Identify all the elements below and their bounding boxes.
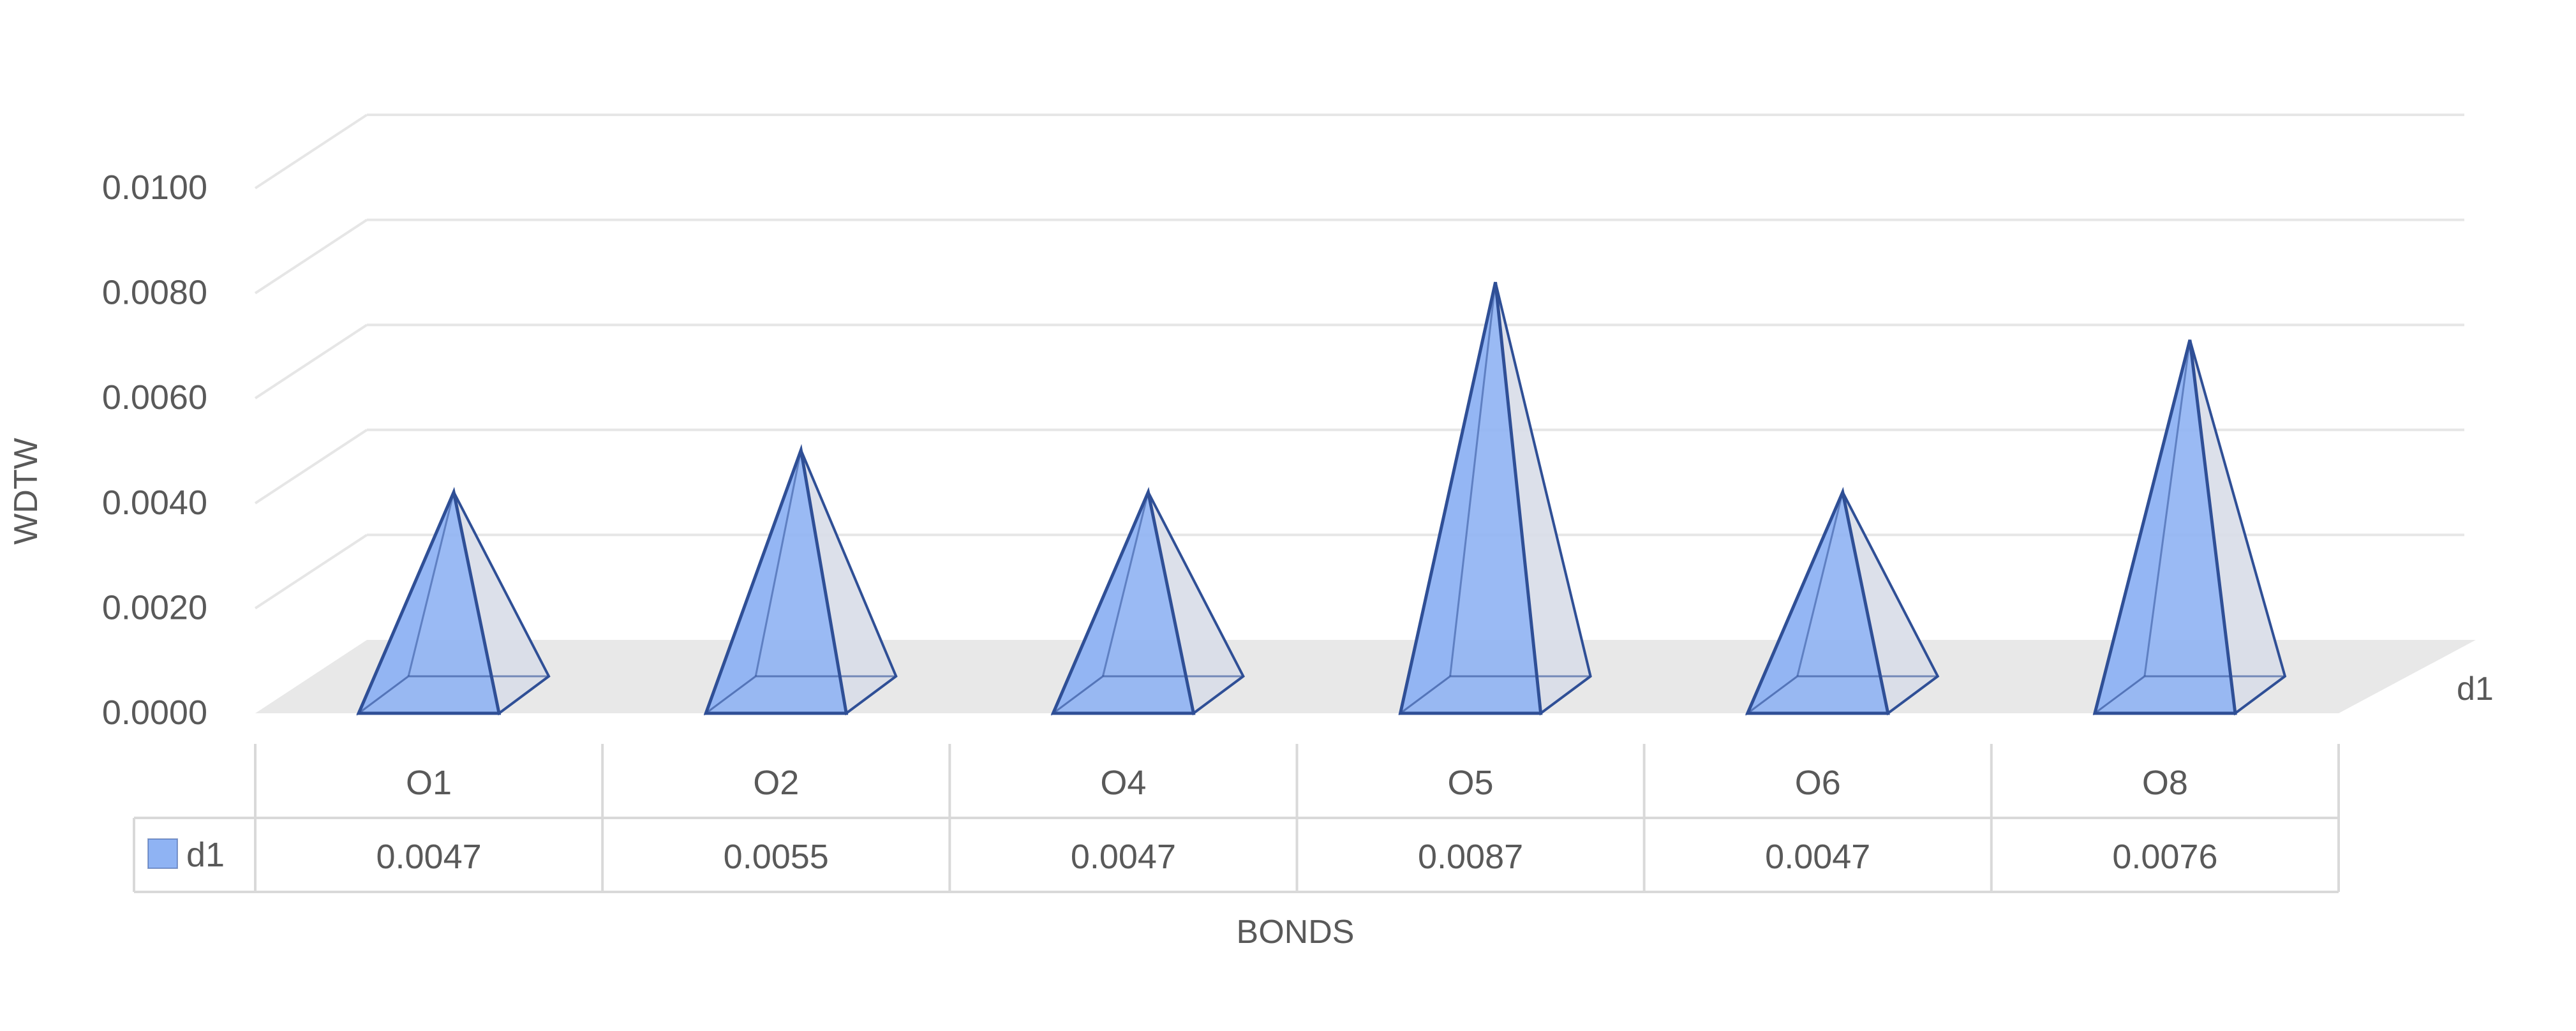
y-tick-label: 0.0000 bbox=[102, 694, 207, 732]
gridline-side bbox=[254, 114, 368, 189]
pyramid-bar bbox=[1398, 281, 1592, 716]
gridline-side bbox=[254, 323, 368, 399]
category-label: O4 bbox=[1100, 764, 1146, 802]
pyramid-inner-edge bbox=[754, 450, 802, 677]
pyramid-face-front bbox=[703, 443, 849, 715]
pyramid-face-front bbox=[1050, 487, 1196, 715]
gridline-side bbox=[254, 533, 368, 610]
data-value-label: 0.0076 bbox=[2112, 838, 2217, 876]
data-value-label: 0.0087 bbox=[1418, 838, 1523, 876]
category-label: O8 bbox=[2142, 764, 2188, 802]
data-value-label: 0.0047 bbox=[1765, 838, 1870, 876]
pyramid-bar bbox=[1050, 487, 1245, 716]
grid-layer bbox=[254, 114, 2464, 610]
legend-swatch bbox=[147, 838, 178, 869]
data-value-label: 0.0047 bbox=[376, 838, 481, 876]
gridline-side bbox=[254, 429, 368, 505]
depth-axis-label: d1 bbox=[2457, 671, 2494, 708]
pyramid-inner-edge bbox=[407, 492, 455, 677]
pyramid-bar bbox=[356, 487, 551, 716]
pyramid-bar bbox=[1745, 487, 1940, 716]
category-label: O1 bbox=[406, 764, 452, 802]
category-label: O2 bbox=[753, 764, 799, 802]
y-tick-label: 0.0080 bbox=[102, 274, 207, 312]
y-tick-label: 0.0040 bbox=[102, 484, 207, 522]
category-label: O6 bbox=[1795, 764, 1841, 802]
pyramid-inner-edge bbox=[1101, 492, 1149, 677]
y-tick-label: 0.0020 bbox=[102, 588, 207, 627]
data-value-label: 0.0047 bbox=[1071, 838, 1176, 876]
data-value-label: 0.0055 bbox=[724, 838, 829, 876]
bars-layer bbox=[356, 281, 2287, 716]
pyramid-inner-edge bbox=[2143, 339, 2191, 677]
y-tick-label: 0.0100 bbox=[102, 168, 207, 207]
x-axis-title: BONDS bbox=[1237, 914, 1355, 951]
y-axis-title: WDTW bbox=[8, 438, 45, 544]
pyramid-bar bbox=[2092, 339, 2287, 716]
data-table: O1 O2 O4 O5 O6 O8 0.0047 0.0055 0.0047 0.0087 0.00… bbox=[133, 744, 2340, 893]
category-label: O5 bbox=[1448, 764, 1494, 802]
pyramid-inner-edge bbox=[1449, 282, 1497, 677]
y-axis: 0.0000 0.0020 0.0040 0.0060 0.0080 0.0100 bbox=[102, 168, 207, 732]
pyramid-bar bbox=[703, 443, 898, 716]
pyramid-inner-edge bbox=[1796, 492, 1844, 677]
pyramid-face-front bbox=[356, 487, 502, 715]
pyramid-face-front bbox=[1745, 487, 1890, 715]
y-tick-label: 0.0060 bbox=[102, 378, 207, 417]
legend-label: d1 bbox=[186, 836, 225, 874]
gridline-side bbox=[254, 218, 368, 295]
